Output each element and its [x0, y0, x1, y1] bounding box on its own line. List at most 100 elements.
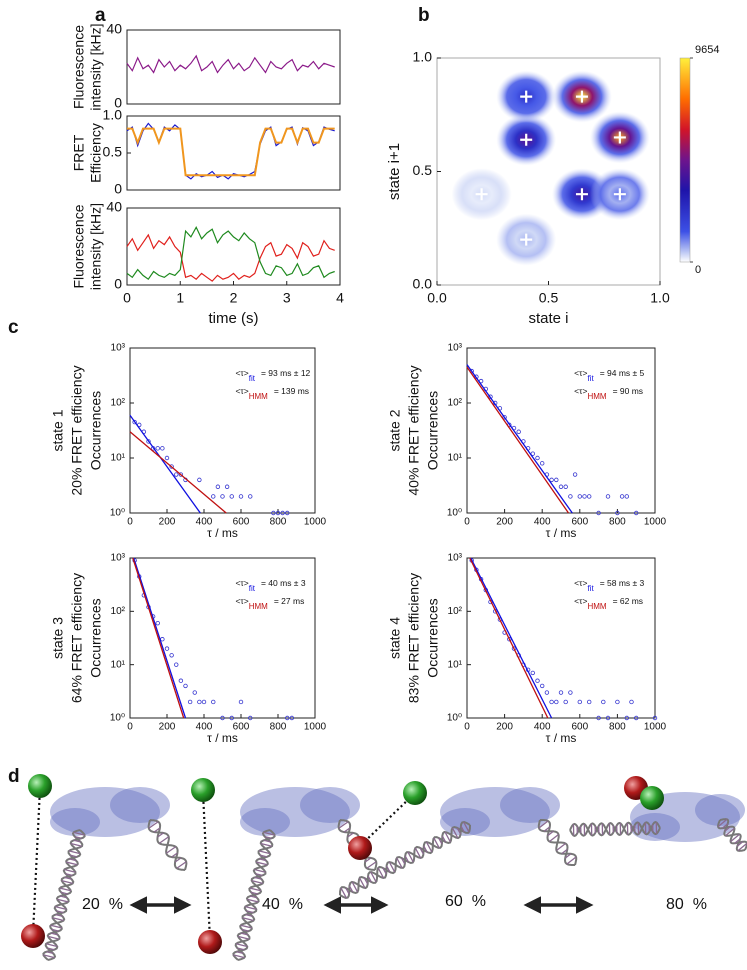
x-tick-label: 1000 [304, 517, 327, 528]
panel-letter: c [8, 317, 19, 338]
y-tick-label: 0.5 [103, 144, 123, 160]
data-point [606, 495, 610, 499]
y-tick-label: 0 [114, 276, 122, 292]
annotation-symbol: <τ> [574, 578, 587, 588]
fit-line [134, 558, 186, 718]
trace [127, 227, 335, 279]
x-tick-label: 0.5 [539, 290, 559, 306]
data-point [630, 700, 634, 704]
x-tick-label: 1.0 [650, 290, 670, 306]
y-tick-label: 10³ [448, 553, 463, 564]
data-point [202, 700, 206, 704]
y-tick-label: 10³ [111, 553, 126, 564]
annotation-symbol: <τ> [574, 386, 587, 396]
annotation-text: = 93 ms ± 12 [261, 368, 311, 378]
y-axis-label: 83% FRET efficiency [406, 573, 422, 703]
data-point [578, 495, 582, 499]
x-tick-label: 200 [496, 517, 513, 528]
data-point [230, 495, 234, 499]
annotation-subscript: HMM [587, 602, 606, 611]
x-tick-label: 0.0 [427, 290, 447, 306]
dna-strand [43, 830, 84, 960]
fit-line [467, 365, 572, 513]
x-tick-label: 200 [496, 722, 513, 733]
colorbar-label: 9654 [695, 44, 719, 56]
data-point [587, 495, 591, 499]
data-point [625, 495, 629, 499]
annotation-text: = 27 ms [274, 596, 304, 606]
y-axis-label: FRET [71, 134, 87, 171]
data-point [517, 430, 521, 434]
dna-strand [540, 820, 575, 865]
x-axis-label: τ / ms [207, 526, 238, 540]
y-tick-label: 40 [106, 21, 122, 37]
y-axis-label: Fluorescence [71, 25, 87, 109]
annotation-subscript: HMM [249, 602, 268, 611]
y-tick-label: 10¹ [111, 659, 126, 670]
y-tick-label: 1.0 [413, 49, 433, 65]
data-point [587, 700, 591, 704]
y-axis-label: state 3 [50, 617, 66, 659]
data-point [573, 473, 577, 477]
y-tick-label: 10¹ [448, 659, 463, 670]
x-tick-label: 800 [270, 517, 287, 528]
annotation-subscript: HMM [587, 392, 606, 401]
annotation-symbol: <τ> [235, 596, 248, 606]
annotation-subscript: HMM [249, 392, 268, 401]
annotation-text: = 40 ms ± 3 [261, 578, 306, 588]
x-tick-label: 3 [283, 290, 291, 306]
data-point [559, 485, 563, 489]
data-point [216, 485, 220, 489]
data-point [156, 447, 160, 451]
y-tick-label: 10³ [448, 343, 463, 354]
data-point [174, 663, 178, 667]
y-tick-label: 10⁰ [110, 508, 125, 519]
y-tick-label: 0.5 [413, 162, 433, 178]
y-axis-label: Efficiency [88, 123, 104, 183]
data-point [536, 679, 540, 683]
data-point [564, 700, 568, 704]
y-axis-label: Fluorescence [71, 204, 87, 288]
fit-line [130, 415, 200, 513]
x-tick-label: 800 [270, 722, 287, 733]
y-axis-label: Occurrences [425, 598, 441, 677]
fit-line [133, 558, 184, 718]
data-point [193, 691, 197, 695]
y-tick-label: 40 [106, 199, 122, 215]
data-point [616, 700, 620, 704]
annotation: <τ>HMM= 90 ms [574, 386, 643, 400]
annotation-subscript: fit [587, 584, 594, 593]
annotation: <τ>HMM= 139 ms [235, 386, 309, 400]
y-tick-label: 1.0 [103, 107, 123, 123]
data-point [620, 495, 624, 499]
data-point [536, 456, 540, 460]
x-tick-label: 200 [159, 722, 176, 733]
annotation-text: = 62 ms [613, 596, 643, 606]
data-point [198, 700, 202, 704]
trace [127, 56, 335, 73]
state-label: 40 % [262, 896, 303, 913]
x-axis-label: time (s) [209, 310, 259, 327]
data-point [225, 485, 229, 489]
x-tick-label: 0 [127, 722, 133, 733]
y-axis-label: state 1 [50, 409, 66, 451]
colorbar-label: 0 [695, 264, 701, 276]
y-tick-label: 10⁰ [447, 508, 462, 519]
fit-line [470, 558, 548, 718]
x-tick-label: 0 [123, 290, 131, 306]
annotation-text: = 139 ms [274, 386, 309, 396]
fit-line [130, 432, 226, 513]
x-tick-label: 1000 [644, 517, 667, 528]
annotation: <τ>HMM = 27 ms [235, 596, 304, 610]
data-point [161, 447, 165, 451]
y-tick-label: 10² [111, 398, 126, 409]
annotation: <τ>fit= 40 ms ± 3 [235, 578, 305, 592]
data-point [569, 495, 573, 499]
data-point [165, 647, 169, 651]
annotation-symbol: <τ> [235, 368, 248, 378]
